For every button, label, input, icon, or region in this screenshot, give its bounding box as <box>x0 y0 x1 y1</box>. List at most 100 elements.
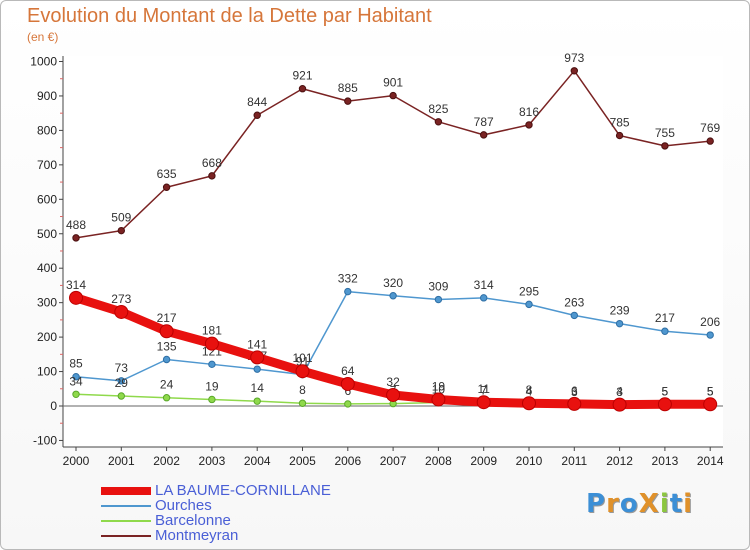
data-label-ourches: 206 <box>700 315 720 329</box>
data-point-montmeyran <box>208 172 216 180</box>
y-tick-label: 800 <box>37 123 57 137</box>
data-point-la-baume-cornillane <box>703 397 718 412</box>
data-point-la-baume-cornillane <box>522 396 536 411</box>
data-point-la-baume-cornillane <box>250 350 265 365</box>
data-label-la-baume-cornillane: 273 <box>111 292 131 306</box>
data-point-la-baume-cornillane <box>567 396 582 411</box>
data-point-ourches <box>389 292 397 300</box>
data-label-la-baume-cornillane: 181 <box>202 324 222 338</box>
data-point-montmeyran <box>525 121 533 129</box>
data-label-la-baume-cornillane: 217 <box>157 311 177 325</box>
x-tick-label: 2004 <box>244 454 271 468</box>
data-point-montmeyran <box>480 131 488 139</box>
data-point-montmeyran <box>389 91 397 100</box>
data-label-montmeyran: 787 <box>474 115 494 129</box>
data-point-ourches <box>525 300 533 309</box>
data-label-montmeyran: 825 <box>428 102 448 116</box>
data-point-ourches <box>706 331 714 339</box>
x-tick-label: 2001 <box>108 454 135 468</box>
legend-label-la-baume-cornillane: LA BAUME-CORNILLANE <box>155 482 331 499</box>
data-point-ourches <box>162 355 171 364</box>
data-label-ourches: 295 <box>519 284 539 298</box>
data-label-la-baume-cornillane: 314 <box>66 278 86 292</box>
data-label-ourches: 309 <box>428 280 448 294</box>
data-point-barcelonne <box>298 399 307 407</box>
data-label-montmeyran: 901 <box>383 76 403 90</box>
data-point-montmeyran <box>162 183 171 191</box>
x-tick-label: 2012 <box>606 454 633 468</box>
y-tick-label: -100 <box>33 433 57 447</box>
data-point-la-baume-cornillane <box>386 387 401 402</box>
data-point-barcelonne <box>344 400 352 408</box>
data-point-barcelonne <box>117 392 126 400</box>
data-label-montmeyran: 973 <box>564 51 584 65</box>
data-label-ourches: 320 <box>383 276 403 290</box>
data-point-ourches <box>434 295 443 304</box>
data-point-montmeyran <box>117 226 126 235</box>
data-point-ourches <box>480 294 488 302</box>
data-point-montmeyran <box>615 131 624 140</box>
data-point-ourches <box>208 360 216 369</box>
data-label-barcelonne: 24 <box>160 378 174 392</box>
data-label-montmeyran: 635 <box>157 167 177 181</box>
data-point-ourches <box>661 327 669 335</box>
x-tick-label: 2011 <box>561 454 587 468</box>
data-label-la-baume-cornillane: 101 <box>292 351 312 365</box>
chart-title: Evolution du Montant de la Dette par Hab… <box>27 5 432 27</box>
data-point-ourches <box>344 287 352 296</box>
data-label-barcelonne: 5 <box>662 384 669 398</box>
x-tick-label: 2002 <box>153 454 180 468</box>
x-tick-label: 2005 <box>289 454 316 468</box>
data-point-montmeyran <box>298 85 307 93</box>
data-label-la-baume-cornillane: 8 <box>526 383 533 397</box>
data-point-la-baume-cornillane <box>657 397 672 412</box>
data-label-barcelonne: 19 <box>205 379 219 393</box>
data-point-montmeyran <box>72 234 80 242</box>
data-label-ourches: 263 <box>564 295 584 309</box>
data-point-la-baume-cornillane <box>431 392 446 407</box>
proxiti-logo: ProXiti <box>586 489 694 519</box>
chart-unit: (en €) <box>27 30 59 44</box>
x-tick-label: 2014 <box>697 454 724 468</box>
data-label-barcelonne: 14 <box>251 381 265 395</box>
y-tick-label: 500 <box>37 227 57 241</box>
data-label-barcelonne: 29 <box>115 376 129 390</box>
data-point-la-baume-cornillane <box>69 290 83 305</box>
data-point-la-baume-cornillane <box>340 376 355 391</box>
data-point-montmeyran <box>434 118 443 126</box>
data-point-montmeyran <box>253 111 261 119</box>
legend-swatch-la-baume-cornillane <box>101 487 151 495</box>
y-tick-label: 0 <box>50 399 57 413</box>
x-tick-label: 2003 <box>199 454 226 468</box>
data-label-ourches: 135 <box>157 339 177 353</box>
data-label-la-baume-cornillane: 32 <box>386 375 400 389</box>
data-point-la-baume-cornillane <box>114 304 129 319</box>
data-label-barcelonne: 34 <box>69 374 83 388</box>
data-label-montmeyran: 668 <box>202 156 222 170</box>
data-label-la-baume-cornillane: 4 <box>616 385 623 399</box>
data-label-ourches: 217 <box>655 311 675 325</box>
legend-swatch-barcelonne <box>101 520 151 522</box>
y-tick-label: 700 <box>37 158 57 172</box>
data-point-ourches <box>117 377 126 385</box>
data-label-montmeyran: 509 <box>111 211 131 225</box>
data-point-barcelonne <box>208 395 216 404</box>
data-label-la-baume-cornillane: 6 <box>571 384 578 398</box>
legend-label-montmeyran: Montmeyran <box>155 527 239 544</box>
x-tick-label: 2008 <box>425 454 452 468</box>
data-label-montmeyran: 769 <box>700 121 720 135</box>
data-label-la-baume-cornillane: 5 <box>707 384 714 398</box>
plot-area <box>63 56 723 447</box>
data-point-barcelonne <box>162 394 171 402</box>
data-label-ourches: 85 <box>69 357 83 371</box>
data-label-barcelonne: 8 <box>299 383 306 397</box>
x-tick-label: 2007 <box>380 454 407 468</box>
legend-swatch-ourches <box>101 505 151 507</box>
data-label-la-baume-cornillane: 141 <box>247 337 267 351</box>
data-point-ourches <box>253 365 261 373</box>
data-point-la-baume-cornillane <box>204 336 219 351</box>
y-tick-label: 100 <box>37 365 57 379</box>
data-label-la-baume-cornillane: 64 <box>341 364 355 378</box>
